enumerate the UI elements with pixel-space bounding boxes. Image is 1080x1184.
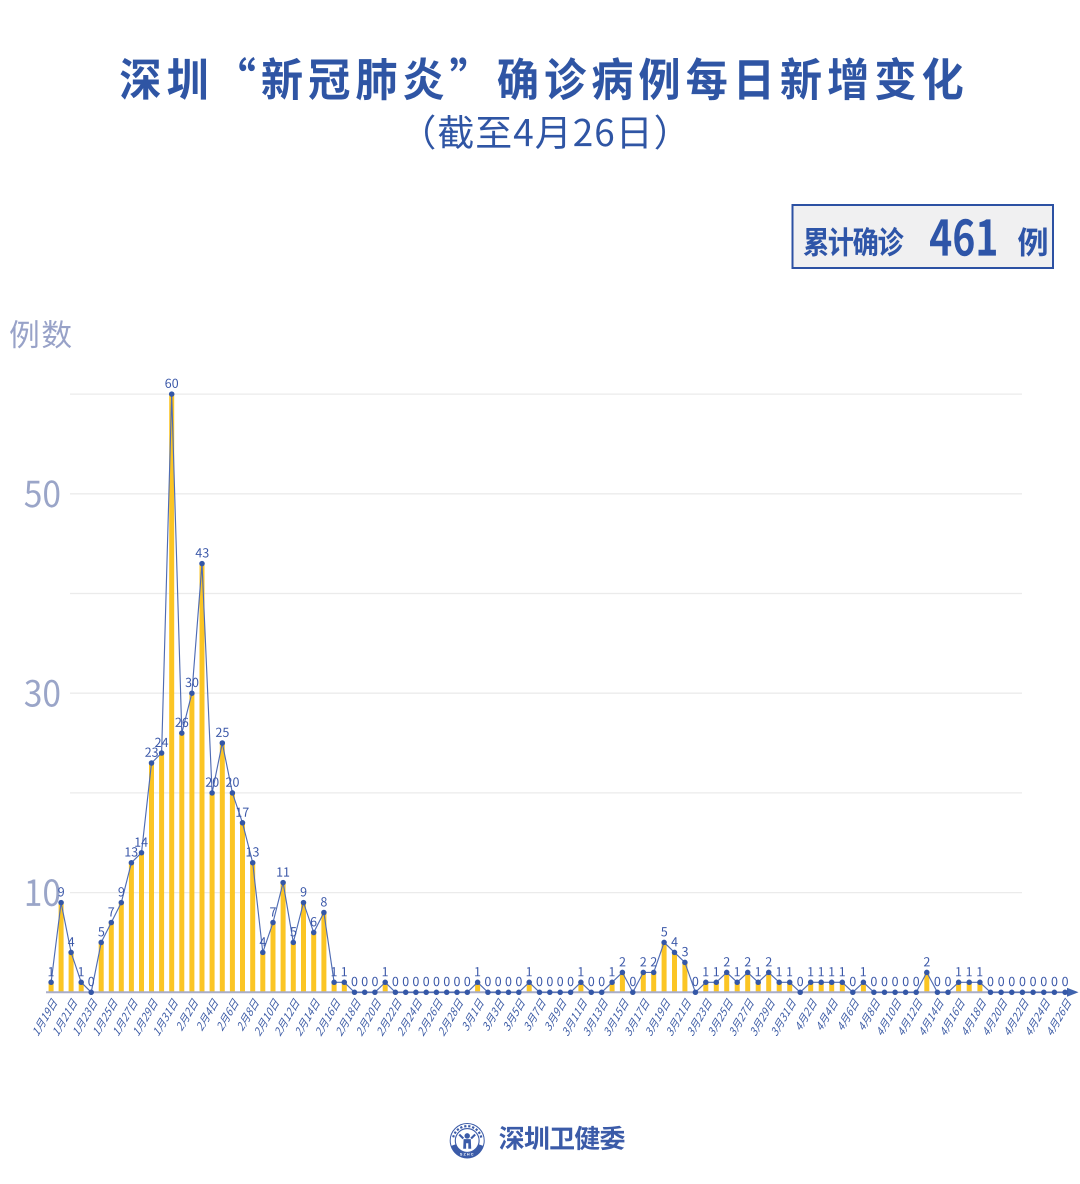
svg-text:SZHC: SZHC bbox=[460, 1153, 475, 1157]
